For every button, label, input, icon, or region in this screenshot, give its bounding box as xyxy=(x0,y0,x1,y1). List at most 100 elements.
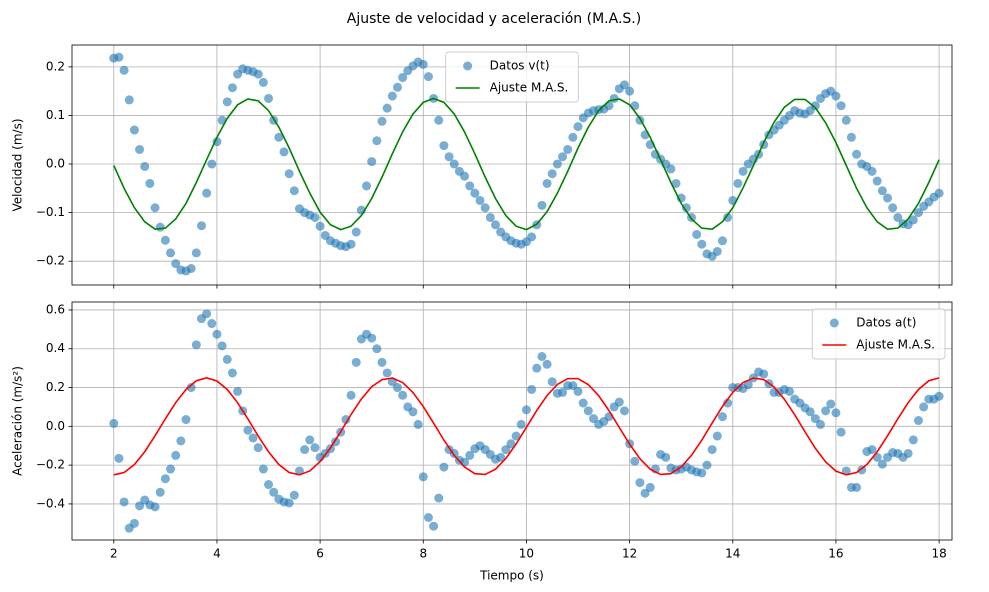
data-point xyxy=(418,472,428,482)
data-point xyxy=(387,91,397,101)
data-point xyxy=(449,159,459,169)
data-point xyxy=(129,125,139,135)
data-point xyxy=(150,502,160,512)
data-point xyxy=(883,193,893,203)
legend-marker xyxy=(463,61,473,71)
data-point xyxy=(434,115,444,125)
data-point xyxy=(810,101,820,111)
data-point xyxy=(382,103,392,113)
plot-area xyxy=(109,309,944,533)
data-point xyxy=(867,445,877,455)
data-point xyxy=(697,468,707,478)
data-point xyxy=(568,132,578,142)
data-point xyxy=(171,450,181,460)
data-point xyxy=(171,259,181,269)
data-point xyxy=(372,136,382,146)
data-point xyxy=(759,369,769,379)
data-point xyxy=(542,178,552,188)
legend: Datos v(t) Ajuste M.A.S. xyxy=(445,51,579,103)
data-point xyxy=(423,72,433,82)
data-point xyxy=(439,141,449,151)
data-point xyxy=(614,397,624,407)
data-point xyxy=(274,132,284,142)
data-point xyxy=(877,186,887,196)
data-point xyxy=(196,221,206,231)
data-point xyxy=(114,453,124,463)
data-point xyxy=(160,235,170,245)
data-point xyxy=(919,402,929,412)
data-point xyxy=(191,340,201,350)
data-point xyxy=(810,414,820,424)
legend-marker xyxy=(829,318,839,328)
data-point xyxy=(681,203,691,213)
data-point xyxy=(908,215,918,225)
data-point xyxy=(630,101,640,111)
data-point xyxy=(913,208,923,218)
subplot: 2 4 6 8 10 12 14 16 18 −0.4 −0.2 0.0 0.2 0.4 0.6 Aceler… xyxy=(11,301,953,583)
data-point xyxy=(702,460,712,470)
data-point xyxy=(877,459,887,469)
data-point xyxy=(124,95,134,105)
data-point xyxy=(423,512,433,522)
data-point xyxy=(166,248,176,258)
data-point xyxy=(475,195,485,205)
x-tick-label: 16 xyxy=(828,547,843,561)
data-point xyxy=(408,407,418,417)
data-point xyxy=(227,368,237,378)
data-point xyxy=(362,181,372,191)
data-point xyxy=(160,474,170,484)
data-point xyxy=(852,482,862,492)
data-point xyxy=(511,431,521,441)
data-point xyxy=(465,181,475,191)
data-point xyxy=(619,406,629,416)
data-point xyxy=(893,212,903,222)
data-point xyxy=(392,383,402,393)
y-tick-label: −0.2 xyxy=(36,254,65,268)
data-point xyxy=(284,169,294,179)
data-point xyxy=(470,188,480,198)
data-point xyxy=(222,354,232,364)
data-point xyxy=(558,387,568,397)
data-point xyxy=(233,386,243,396)
data-point xyxy=(738,166,748,176)
data-point xyxy=(145,178,155,188)
data-point xyxy=(625,86,635,96)
data-point xyxy=(150,203,160,213)
x-tick-label: 2 xyxy=(110,547,118,561)
x-tick-label: 4 xyxy=(213,547,221,561)
data-point xyxy=(733,178,743,188)
data-point xyxy=(671,178,681,188)
data-point xyxy=(723,398,733,408)
data-point xyxy=(635,478,645,488)
data-point xyxy=(619,80,629,90)
data-point xyxy=(573,122,583,132)
data-point xyxy=(609,93,619,103)
data-point xyxy=(826,399,836,409)
data-point xyxy=(521,405,531,415)
data-point xyxy=(186,263,196,273)
data-point xyxy=(934,188,944,198)
data-point xyxy=(516,419,526,429)
data-point xyxy=(846,132,856,142)
data-point xyxy=(346,390,356,400)
y-tick-label: 0.2 xyxy=(46,380,65,394)
data-point xyxy=(429,521,439,531)
data-point xyxy=(155,487,165,497)
data-point xyxy=(552,159,562,169)
y-tick-label: 0.0 xyxy=(46,157,65,171)
data-point xyxy=(563,144,573,154)
data-point xyxy=(903,448,913,458)
data-point xyxy=(836,427,846,437)
x-axis-label: Tiempo (s) xyxy=(479,569,544,583)
data-point xyxy=(717,236,727,246)
data-point xyxy=(697,239,707,249)
data-point xyxy=(248,433,258,443)
data-point xyxy=(129,518,139,528)
data-point xyxy=(821,406,831,416)
data-point xyxy=(542,359,552,369)
data-point xyxy=(114,52,124,62)
data-point xyxy=(289,186,299,196)
data-point xyxy=(243,425,253,435)
data-point xyxy=(815,419,825,429)
y-tick-label: 0.4 xyxy=(46,341,65,355)
